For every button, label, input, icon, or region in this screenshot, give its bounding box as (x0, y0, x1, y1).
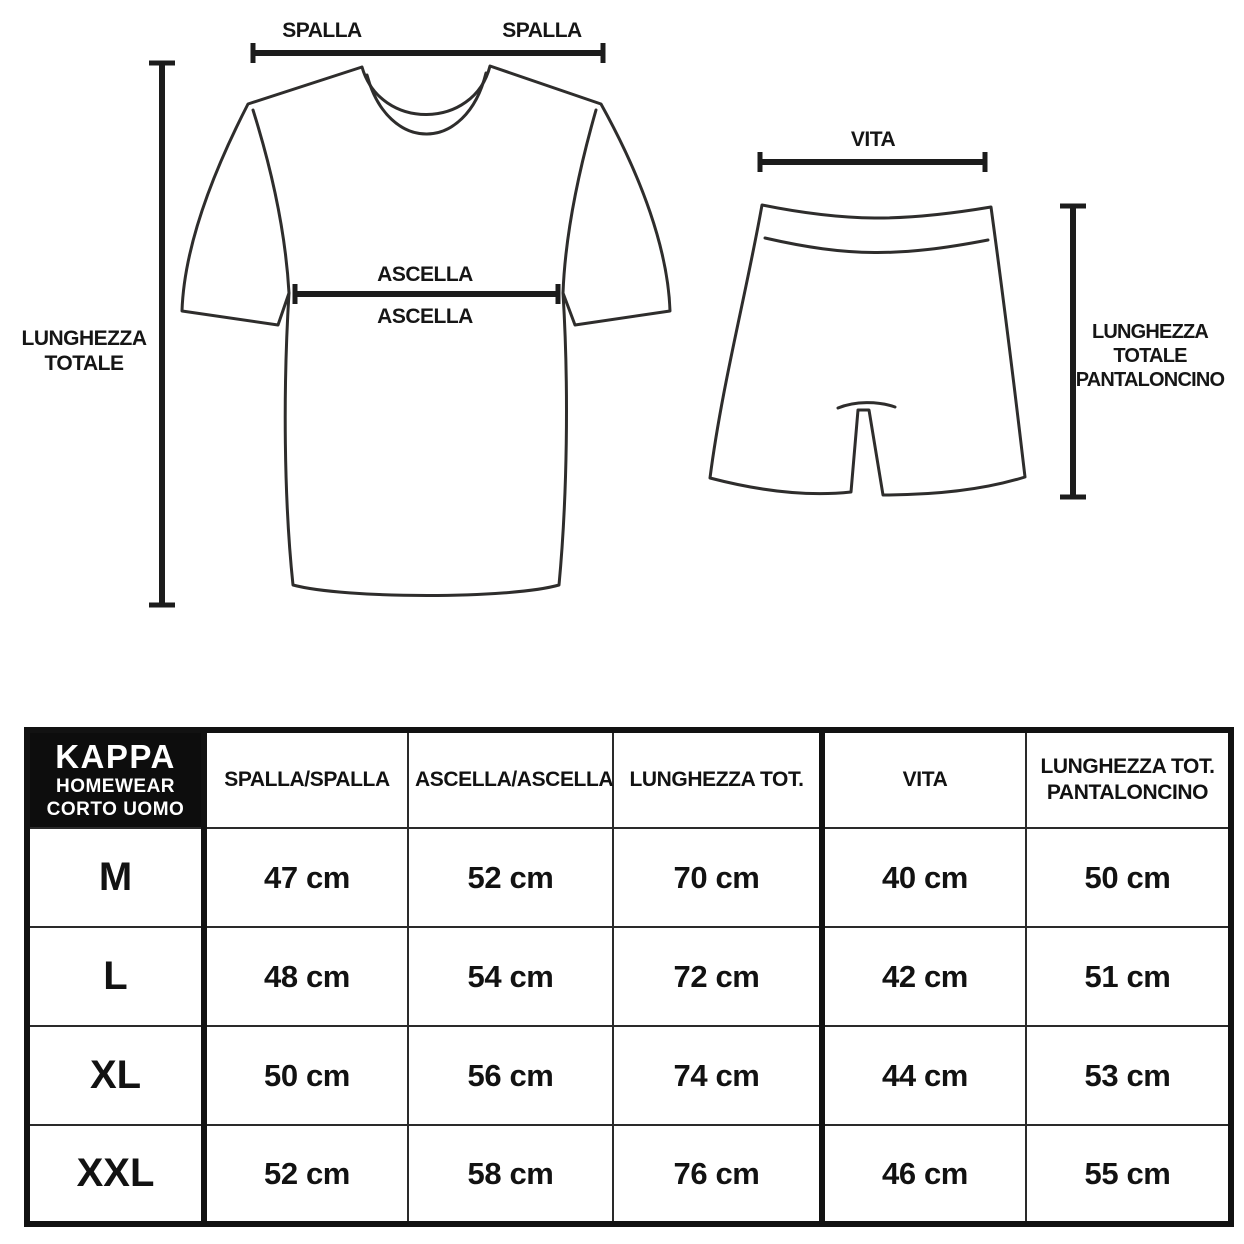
cell-m-lunghezza: 70 cm (612, 827, 825, 928)
tshirt-collar-inner-line (365, 71, 488, 136)
cell-l-lunghezza: 72 cm (612, 926, 825, 1027)
header-ascella-ascella: ASCELLA/ASCELLA (407, 729, 614, 829)
cell-xxl-lunghezza-pantaloncino: 55 cm (1025, 1124, 1232, 1225)
spalla-left-label: SPALLA (282, 19, 362, 42)
header-vita: VITA (821, 729, 1027, 829)
size-row-m: M 47 cm 52 cm 70 cm 40 cm 50 cm (26, 827, 1232, 928)
cell-xl-spalla: 50 cm (203, 1025, 409, 1126)
ascella-bottom-label: ASCELLA (377, 305, 473, 328)
shorts-waistband-line (763, 236, 990, 254)
size-label-xxl: XXL (26, 1124, 207, 1225)
size-row-l: L 48 cm 54 cm 72 cm 42 cm 51 cm (26, 926, 1232, 1027)
cell-l-spalla: 48 cm (203, 926, 409, 1027)
cell-m-ascella: 52 cm (407, 827, 614, 928)
cell-m-lunghezza-pantaloncino: 50 cm (1025, 827, 1232, 928)
cell-xxl-ascella: 58 cm (407, 1124, 614, 1225)
size-row-xxl: XXL 52 cm 58 cm 76 cm 46 cm 55 cm (26, 1124, 1232, 1225)
tshirt-right-sleeve-seam (561, 108, 598, 295)
ascella-top-label: ASCELLA (377, 263, 473, 286)
lunghezza-totale-measurement: LUNGHEZZA TOTALE (22, 60, 175, 608)
cell-l-lunghezza-pantaloncino: 51 cm (1025, 926, 1232, 1027)
size-label-l: L (26, 926, 207, 1027)
shorts-crotch-line (836, 401, 897, 410)
brand-name: KAPPA (55, 738, 176, 776)
cell-xl-lunghezza-pantaloncino: 53 cm (1025, 1025, 1232, 1126)
vita-measurement: VITA (757, 128, 988, 172)
shorts-drawing (708, 203, 1027, 497)
brand-line-homewear: HOMEWEAR (55, 775, 176, 797)
shorts-outline (708, 203, 1027, 497)
cell-l-ascella: 54 cm (407, 926, 614, 1027)
cell-xxl-spalla: 52 cm (203, 1124, 409, 1225)
header-row: KAPPA HOMEWEAR CORTO UOMO SPALLA/SPALLA … (26, 729, 1232, 829)
ascella-measurement: ASCELLA ASCELLA (292, 263, 561, 328)
cell-l-vita: 42 cm (821, 926, 1027, 1027)
cell-xxl-lunghezza: 76 cm (612, 1124, 825, 1225)
cell-xl-ascella: 56 cm (407, 1025, 614, 1126)
lunghezza-pantaloncino-label-line1: LUNGHEZZA (1092, 321, 1208, 343)
header-lunghezza-tot: LUNGHEZZA TOT. (612, 729, 825, 829)
vita-label: VITA (851, 128, 896, 151)
lunghezza-pantaloncino-label-line2: TOTALE (1113, 345, 1187, 367)
size-label-xl: XL (26, 1025, 207, 1126)
cell-m-vita: 40 cm (821, 827, 1027, 928)
tshirt-outline (180, 64, 672, 597)
lunghezza-pantaloncino-label-line3: PANTALONCINO (1076, 369, 1225, 391)
header-spalla-spalla: SPALLA/SPALLA (203, 729, 409, 829)
cell-m-spalla: 47 cm (203, 827, 409, 928)
spalla-measurement: SPALLA SPALLA (250, 19, 606, 63)
lunghezza-totale-label-line1: LUNGHEZZA (22, 327, 147, 350)
measurement-diagram: SPALLA SPALLA LUNGHEZZA TOTALE ASCELLA A… (22, 19, 1225, 608)
spalla-right-label: SPALLA (502, 19, 582, 42)
brand-line-corto-uomo: CORTO UOMO (46, 798, 185, 820)
header-lunghezza-tot-pantaloncino: LUNGHEZZA TOT. PANTALONCINO (1025, 729, 1232, 829)
tshirt-left-sleeve-seam (251, 108, 291, 295)
size-label-m: M (26, 827, 207, 928)
lunghezza-totale-label-line2: TOTALE (44, 352, 124, 375)
size-row-xl: XL 50 cm 56 cm 74 cm 44 cm 53 cm (26, 1025, 1232, 1126)
lunghezza-pantaloncino-measurement: LUNGHEZZA TOTALE PANTALONCINO (1060, 203, 1225, 500)
cell-xl-lunghezza: 74 cm (612, 1025, 825, 1126)
tshirt-drawing (180, 64, 672, 597)
brand-cell: KAPPA HOMEWEAR CORTO UOMO (26, 729, 207, 829)
cell-xl-vita: 44 cm (821, 1025, 1027, 1126)
size-table: KAPPA HOMEWEAR CORTO UOMO SPALLA/SPALLA … (24, 727, 1234, 1227)
cell-xxl-vita: 46 cm (821, 1124, 1027, 1225)
